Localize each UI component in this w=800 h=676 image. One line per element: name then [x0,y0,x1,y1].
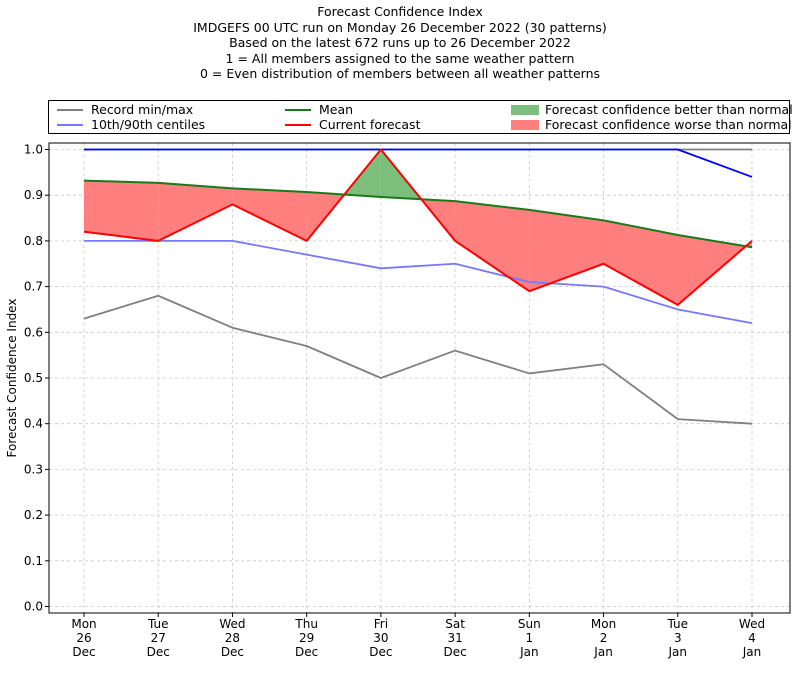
legend-label-record: Record min/max [91,102,194,117]
x-tick-label: Sat [445,617,465,631]
y-tick-label: 0.7 [24,280,43,294]
x-tick-label: Wed [219,617,245,631]
chart-title: Forecast Confidence Index [317,4,483,19]
x-tick-label: Jan [593,645,613,659]
chart-titles: Forecast Confidence Index IMDGEFS 00 UTC… [0,4,800,82]
fill-worse-than-normal [529,209,604,292]
fill-worse-than-normal [84,180,159,241]
y-tick-label: 0.2 [24,508,43,522]
x-tick-label: Fri [374,617,388,631]
chart-subtitle-zero: 0 = Even distribution of members between… [199,66,601,81]
series-10th-centile-line [84,239,753,325]
x-tick-label: 31 [447,631,462,645]
y-tick-label: 0.0 [24,600,43,614]
legend-label-mean: Mean [319,102,354,117]
legend-swatch-record [57,109,83,111]
y-tick-label: 0.3 [24,462,43,476]
fill-worse-than-normal [677,234,746,305]
x-tick-label: Mon [71,617,96,631]
x-tick-label: 29 [299,631,314,645]
legend-swatch-mean [285,109,311,111]
series-current-forecast-line [83,148,753,306]
legend-swatch-worse [511,120,539,130]
y-tick-label: 0.6 [24,325,43,339]
fill-worse-than-normal [455,201,530,292]
x-tick-label: Thu [294,617,318,631]
legend-swatch-better [511,105,539,115]
x-tick-label: Dec [147,645,170,659]
legend-label-current: Current forecast [319,117,421,132]
series-record-min-line [83,294,753,425]
y-axis-label: Forecast Confidence Index [5,299,19,458]
chart-subtitle-one: 1 = All members assigned to the same wea… [225,50,575,66]
fill-worse-than-normal [158,182,233,241]
chart-subtitle-basis: Based on the latest 672 runs up to 26 De… [229,35,571,50]
chart-legend: Record min/max 10th/90th centiles Mean C… [48,100,793,134]
x-tick-label: 26 [76,631,91,645]
chart-subtitle-run: IMDGEFS 00 UTC run on Monday 26 December… [193,19,607,35]
x-tick-label: Dec [369,645,392,659]
series-mean-line [83,179,753,249]
y-tick-label: 0.4 [24,417,43,431]
x-tick-label: Dec [221,645,244,659]
x-tick-label: Jan [668,645,688,659]
x-tick-label: Mon [591,617,616,631]
x-tick-label: Tue [147,617,169,631]
x-tick-label: 28 [225,631,240,645]
x-tick-label: 30 [373,631,388,645]
y-tick-label: 0.5 [24,371,43,385]
legend-label-better: Forecast confidence better than normal [545,102,793,117]
legend-swatch-current [285,124,311,126]
fill-worse-than-normal [603,220,678,305]
x-tick-label: Jan [742,645,762,659]
y-tick-label: 0.8 [24,234,43,248]
x-tick-label: Dec [443,645,466,659]
x-tick-label: 1 [526,631,534,645]
x-tick-label: Wed [739,617,765,631]
series-90th-centile-line [84,148,753,178]
x-tick-label: 3 [674,631,682,645]
y-tick-label: 0.1 [24,554,43,568]
x-tick-label: 4 [748,631,756,645]
x-tick-label: Dec [295,645,318,659]
y-tick-label: 0.9 [24,188,43,202]
x-tick-label: Sun [518,617,541,631]
fill-worse-than-normal [232,188,307,241]
legend-swatch-centiles [57,124,83,126]
x-tick-label: Dec [72,645,95,659]
x-tick-label: 27 [151,631,166,645]
legend-label-centiles: 10th/90th centiles [91,117,206,132]
x-tick-label: Jan [519,645,539,659]
y-tick-label: 1.0 [24,143,43,157]
legend-label-worse: Forecast confidence worse than normal [545,117,792,132]
x-tick-label: 2 [600,631,608,645]
x-tick-label: Tue [667,617,689,631]
